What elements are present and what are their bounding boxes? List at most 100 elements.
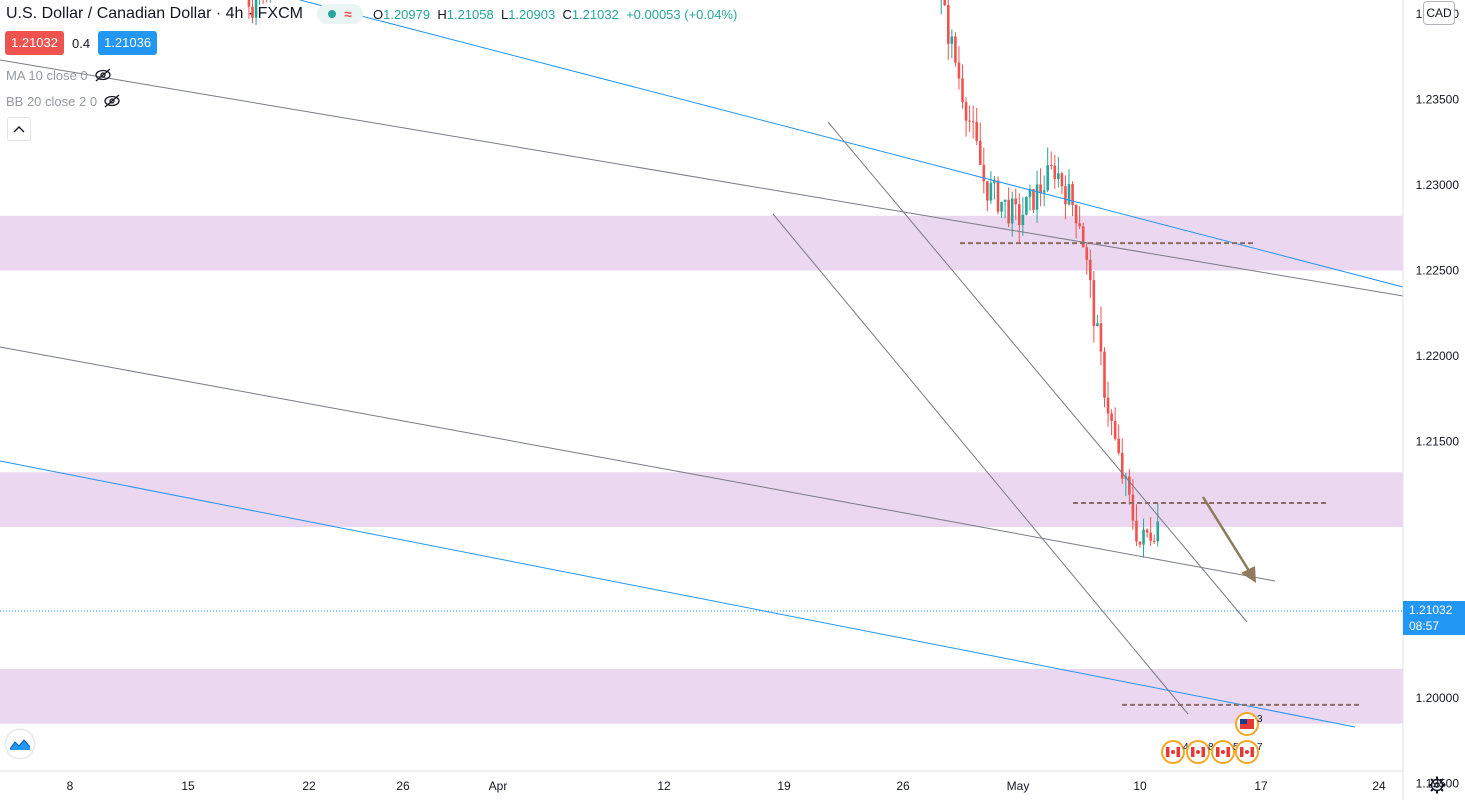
projection-arrow[interactable] — [1201, 496, 1256, 583]
candle-body — [1113, 420, 1117, 439]
ca-event-flag-icon[interactable]: 4 — [1161, 740, 1189, 764]
time-axis[interactable]: 8 15 22 26 Apr 12 19 26 May 10 17 24 — [67, 779, 1386, 793]
candle-body — [1067, 184, 1071, 205]
collapse-legend-button[interactable] — [7, 117, 31, 141]
time-tick-label: Apr — [489, 779, 508, 793]
event-count-label: 8 — [1208, 742, 1214, 753]
time-tick-label: 15 — [181, 779, 195, 793]
time-tick-label: 26 — [396, 779, 410, 793]
maple-leaf-icon — [1245, 750, 1249, 754]
last-price-label: 1.21032 08:57 — [1403, 601, 1465, 635]
lower-blue-channel-line[interactable] — [0, 460, 1356, 728]
open-label: O — [372, 6, 384, 22]
lower-gray-trendline[interactable] — [0, 346, 1276, 582]
price-tick-label: 1.19500 — [1416, 777, 1460, 791]
symbol-header: U.S. Dollar / Canadian Dollar · 4h · FXC… — [6, 3, 737, 25]
ca-event-flag-icon[interactable]: 8 — [1186, 740, 1214, 764]
hidden-eye-icon[interactable] — [103, 94, 121, 108]
candle-body — [1042, 190, 1046, 193]
us-event-flag-icon[interactable]: 3 — [1235, 712, 1263, 736]
trade-buttons: 1.21032 0.4 1.21036 — [5, 31, 158, 55]
flag-band-left — [1166, 747, 1170, 757]
candle-body — [1089, 259, 1092, 281]
candle-body — [975, 122, 978, 141]
price-tick-label: 1.20000 — [1416, 691, 1460, 705]
candle-body — [1049, 165, 1053, 167]
candle-body — [950, 36, 954, 44]
candle-body — [1053, 165, 1057, 180]
trendlines[interactable] — [0, 0, 1404, 728]
maple-leaf-icon — [1196, 750, 1200, 754]
low-label: L — [500, 6, 509, 22]
candle-body — [1120, 452, 1124, 479]
dashed-levels[interactable] — [960, 242, 1362, 706]
candle-body — [1032, 189, 1035, 210]
candle-body — [254, 0, 258, 18]
event-count-label: 3 — [1257, 714, 1263, 725]
flag-band-right — [1226, 747, 1230, 757]
supply-demand-zone[interactable] — [0, 668, 1403, 724]
ca-event-flag-icon[interactable]: 7 — [1235, 740, 1263, 764]
candle-body — [1092, 280, 1096, 327]
tradingview-logo[interactable] — [6, 730, 34, 758]
time-tick-label: 10 — [1133, 779, 1147, 793]
tradingview-logo-icon — [10, 739, 30, 750]
candle-body — [1074, 204, 1078, 224]
candle-body — [1007, 199, 1010, 224]
supply-demand-zone[interactable] — [0, 472, 1403, 527]
economic-events[interactable]: 34 8 5 7 — [1161, 712, 1263, 764]
candle-body — [1018, 204, 1021, 226]
candle-body — [1138, 541, 1142, 545]
candle-body — [1035, 184, 1039, 210]
candle-body — [1149, 532, 1152, 541]
candle-body — [1135, 520, 1138, 542]
candle-body — [1064, 186, 1067, 205]
candle-body — [1085, 247, 1089, 260]
candle-body — [1142, 529, 1145, 545]
candle-body — [1145, 529, 1149, 533]
candle-body — [1103, 351, 1106, 398]
flag-band-left — [1191, 747, 1195, 757]
chevron-up-icon — [13, 126, 25, 133]
price-tick-label: 1.21500 — [1416, 435, 1460, 449]
buy-button[interactable]: 1.21036 — [98, 31, 158, 55]
sell-button[interactable]: 1.21032 — [5, 31, 64, 55]
candle-body — [1046, 165, 1049, 191]
symbol-title[interactable]: U.S. Dollar / Canadian Dollar · 4h · FXC… — [6, 5, 303, 22]
indicator-ma-legend[interactable]: MA 10 close 0 — [6, 66, 112, 84]
candle-body — [1156, 521, 1160, 542]
upper-blue-channel-line[interactable] — [299, 0, 1404, 288]
candle-body — [1096, 323, 1099, 327]
candle-body — [1000, 201, 1003, 212]
price-tick-label: 1.22500 — [1416, 264, 1460, 278]
candle-body — [1131, 494, 1135, 521]
candle-body — [978, 140, 982, 165]
settings-gear-icon[interactable] — [1428, 776, 1446, 794]
arrow-head-icon — [1241, 566, 1256, 583]
falling-channel-upper-line[interactable] — [827, 121, 1248, 623]
market-status-pill[interactable]: ≈ — [316, 4, 363, 24]
currency-button[interactable]: CAD — [1423, 1, 1455, 25]
ohlc-values: O1.20979 H1.21058 L1.20903 C1.21032 +0.0… — [373, 7, 737, 22]
time-tick-label: 17 — [1254, 779, 1268, 793]
time-tick-label: 12 — [657, 779, 671, 793]
candle-body — [1028, 189, 1032, 197]
flag-band-right — [1250, 747, 1254, 757]
candlestick-series — [247, 0, 1160, 558]
candle-body — [1025, 196, 1028, 215]
hidden-eye-icon[interactable] — [94, 68, 112, 82]
candle-body — [1021, 214, 1025, 226]
time-tick-label: 26 — [896, 779, 910, 793]
upper-gray-trendline[interactable] — [0, 59, 1404, 297]
flag-band-right — [1201, 747, 1205, 757]
candle-body — [993, 180, 996, 183]
event-count-label: 4 — [1183, 742, 1189, 753]
candle-body — [1014, 198, 1018, 205]
arrow-shaft[interactable] — [1201, 496, 1253, 575]
indicator-bb-legend[interactable]: BB 20 close 2 0 — [6, 92, 121, 110]
time-tick-label: 22 — [302, 779, 316, 793]
spread-value: 0.4 — [72, 35, 91, 51]
falling-channel-lower-line[interactable] — [772, 213, 1189, 715]
open-value: 1.20979 — [383, 6, 431, 22]
